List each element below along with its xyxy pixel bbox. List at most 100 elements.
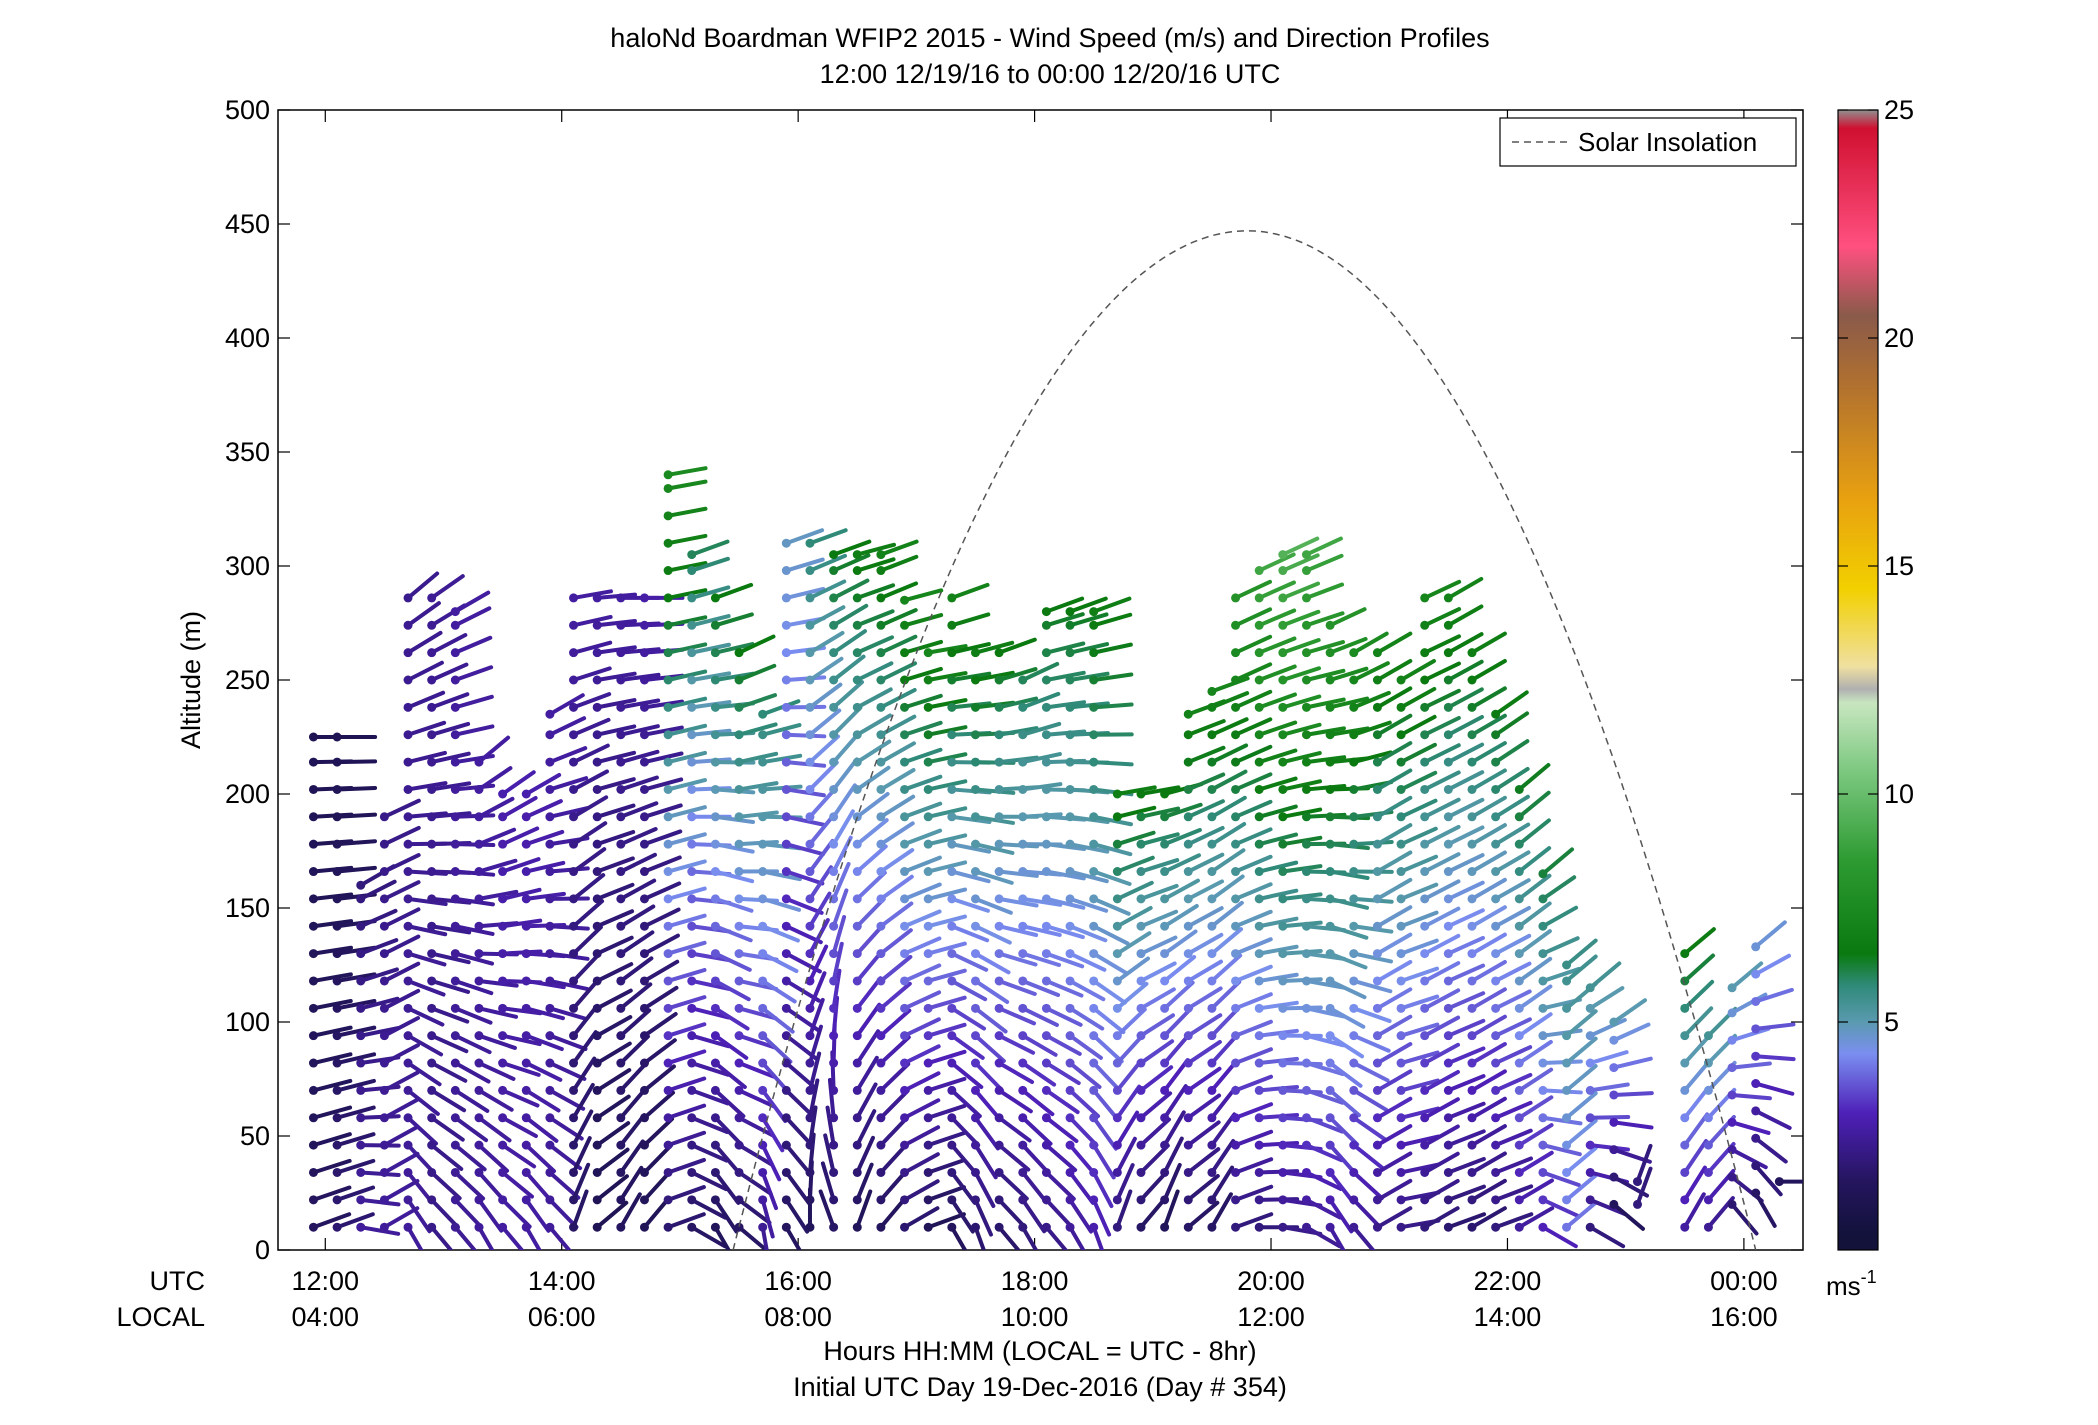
wind-barb-dot: [805, 949, 815, 959]
wind-barb-dot: [994, 949, 1004, 959]
wind-barb-dot: [1183, 812, 1193, 822]
wind-barb-shaft: [1351, 1225, 1376, 1250]
wind-barb: [805, 1051, 822, 1095]
wind-barb-dot: [710, 894, 720, 904]
wind-barb-shaft: [547, 693, 585, 717]
wind-barb-shaft: [878, 901, 914, 929]
wind-barb-dot: [1301, 921, 1311, 931]
wind-barb-dot: [1089, 949, 1099, 959]
wind-barb-dot: [1301, 702, 1311, 712]
wind-barb-dot: [474, 921, 484, 931]
wind-barb-shaft: [1328, 1115, 1360, 1147]
wind-barb-dot: [1041, 1222, 1051, 1232]
wind-barb-shaft: [1351, 1170, 1384, 1201]
wind-barb-dot: [1301, 812, 1311, 822]
wind-barb: [923, 671, 968, 685]
wind-barb-shaft: [358, 938, 399, 956]
wind-barb-dot: [356, 1140, 366, 1150]
wind-barb-shaft: [902, 882, 942, 901]
wind-barb-shaft: [926, 860, 968, 874]
wind-barb-dot: [308, 732, 318, 742]
wind-barb: [805, 630, 845, 658]
wind-barb-dot: [900, 675, 910, 685]
wind-barb-shaft: [1186, 906, 1224, 929]
wind-barb-dot: [1396, 894, 1406, 904]
wind-barb: [474, 1222, 495, 1250]
wind-barb-dot: [1703, 1113, 1713, 1123]
wind-barb-dot: [1751, 996, 1761, 1006]
x-tick-label-local: 10:00: [1001, 1302, 1069, 1332]
wind-barb-shaft: [1446, 770, 1485, 792]
wind-barb: [545, 746, 588, 767]
wind-barb-dot: [923, 1003, 933, 1013]
wind-barb: [876, 539, 919, 560]
wind-barb-dot: [1467, 1195, 1477, 1205]
wind-barb-dot: [1041, 1003, 1051, 1013]
wind-barb: [1089, 1222, 1105, 1250]
wind-barb-dot: [474, 1031, 484, 1041]
wind-barb-shaft: [997, 924, 1039, 938]
wind-barb: [1207, 953, 1243, 986]
wind-barb-dot: [781, 538, 791, 548]
wind-barb: [308, 865, 354, 877]
wind-barb-dot: [900, 1167, 910, 1177]
wind-barb-dot: [450, 839, 460, 849]
wind-barb: [545, 1167, 581, 1200]
wind-barb-dot: [687, 550, 697, 560]
wind-barb: [1491, 878, 1531, 904]
wind-barb: [1443, 1046, 1486, 1068]
wind-barb-dot: [1207, 784, 1217, 794]
wind-barb-shaft: [997, 1143, 1031, 1172]
wind-barb-shaft: [1209, 927, 1244, 956]
wind-barb-shaft: [926, 833, 968, 847]
wind-barb-shaft: [1138, 832, 1180, 847]
wind-barb: [758, 1031, 793, 1064]
wind-barb-dot: [687, 566, 697, 576]
wind-barb: [498, 887, 542, 904]
wind-barb: [1018, 661, 1060, 685]
wind-barb-shaft: [855, 1029, 881, 1066]
wind-barb: [1562, 1200, 1598, 1232]
wind-barb-shaft: [1233, 607, 1273, 628]
wind-barb-dot: [970, 702, 980, 712]
wind-barb-shaft: [713, 760, 756, 765]
wind-barb-shaft: [382, 1151, 420, 1175]
wind-barb: [427, 781, 472, 794]
wind-barb: [1727, 1061, 1772, 1073]
wind-barb-dot: [1278, 812, 1288, 822]
wind-barb-dot: [1018, 1167, 1028, 1177]
wind-barb-dot: [332, 867, 342, 877]
wind-barb-shaft: [1469, 768, 1507, 792]
wind-barb-dot: [900, 1113, 910, 1123]
wind-barb-dot: [1207, 1167, 1217, 1177]
wind-barb-shaft: [1257, 1084, 1300, 1093]
wind-barb-shaft: [1682, 1165, 1707, 1202]
wind-barb: [545, 693, 585, 719]
wind-barb: [1207, 1032, 1240, 1068]
wind-barb-dot: [970, 1140, 980, 1150]
wind-barb: [592, 1147, 630, 1177]
wind-barb-dot: [427, 648, 437, 658]
wind-barb-dot: [498, 1003, 508, 1013]
wind-barb-shaft: [1375, 1042, 1413, 1066]
wind-barb-dot: [758, 949, 768, 959]
wind-barb: [639, 855, 682, 877]
wind-barb: [1018, 721, 1062, 740]
wind-barb-dot: [1325, 867, 1335, 877]
wind-barb-dot: [1065, 730, 1075, 740]
wind-barb-shaft: [1422, 797, 1461, 819]
wind-barb-shaft: [1257, 720, 1298, 737]
wind-barb-shaft: [311, 972, 353, 983]
wind-barb: [923, 1022, 967, 1041]
wind-barb: [1680, 1192, 1706, 1232]
x-tick-label-utc: 14:00: [528, 1266, 596, 1296]
wind-barb-dot: [805, 620, 815, 630]
wind-barb-dot: [592, 784, 602, 794]
wind-barb-dot: [498, 1113, 508, 1123]
wind-barb-shaft: [1446, 659, 1484, 682]
wind-barb: [923, 914, 967, 931]
wind-barb-dot: [876, 702, 886, 712]
wind-barb-shaft: [997, 637, 1037, 655]
wind-barb-dot: [876, 1031, 886, 1041]
wind-barb: [308, 998, 353, 1013]
